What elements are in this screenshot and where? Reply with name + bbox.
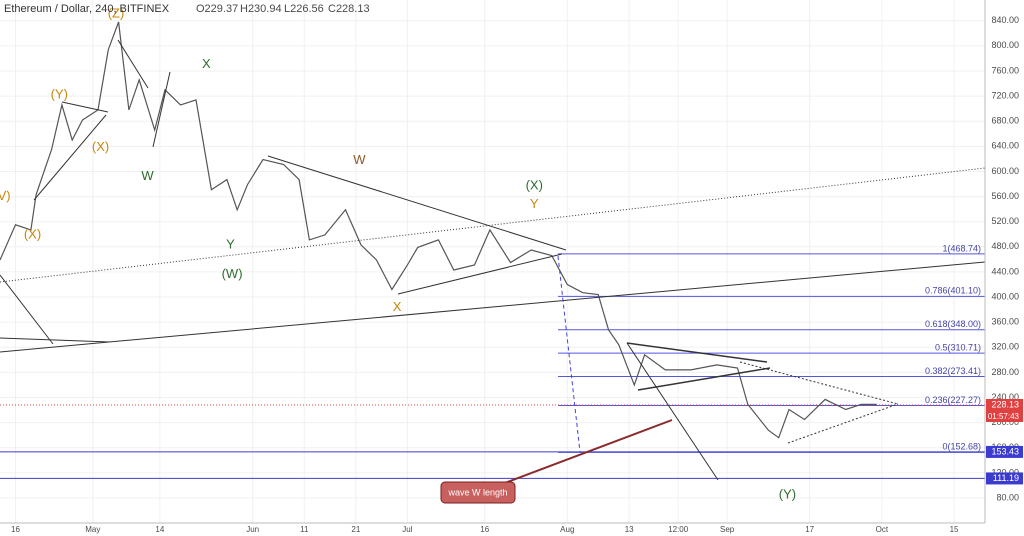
wave-label: V) (0, 188, 11, 203)
y-tick-label: 280.00 (991, 367, 1019, 377)
trendline (626, 342, 719, 481)
countdown: 01:57:43 (988, 412, 1020, 421)
callout: wave W length (440, 481, 516, 504)
x-tick-label: Oct (876, 525, 889, 534)
y-tick-label: 600.00 (991, 166, 1019, 176)
trendline (117, 39, 149, 89)
trendline (637, 367, 771, 391)
trendline (152, 71, 171, 148)
x-tick-label: May (85, 525, 100, 534)
wave-label: X (393, 299, 402, 314)
y-tick-label: 720.00 (991, 90, 1019, 100)
wave-label: W (353, 152, 366, 167)
fib-label: 0.382(273.41) (925, 366, 981, 376)
header: Ethereum / Dollar, 240, BITFINEX O229.37… (4, 3, 370, 15)
callout-box (440, 481, 516, 504)
callout-pointer (504, 419, 673, 484)
fib-label: 0.786(401.10) (925, 286, 981, 296)
wave-label: (Y) (779, 486, 796, 501)
x-tick-label: 15 (950, 525, 959, 534)
measure-line (557, 255, 581, 453)
callout-text: wave W length (447, 487, 507, 497)
y-tick-label: 320.00 (991, 342, 1019, 352)
price-tag (986, 398, 1023, 411)
trendline (397, 253, 563, 295)
x-tick-label: 16 (480, 525, 489, 534)
price-line-series (0, 21, 877, 439)
y-tick-label: 680.00 (991, 116, 1019, 126)
trendline (0, 167, 986, 283)
price-tag-label: 228.13 (991, 399, 1019, 409)
ohlc-open: O229.37 (196, 3, 238, 15)
fib-label: 0.618(348.00) (925, 319, 981, 329)
drawings (0, 39, 986, 484)
price-tag (986, 445, 1023, 458)
wave-label: W (141, 168, 154, 183)
trendline (0, 274, 54, 345)
ohlc-low: L226.56 (284, 3, 324, 15)
trendline (0, 337, 111, 343)
trendline (739, 361, 899, 405)
x-tick-label: 14 (155, 525, 164, 534)
x-tick-label: 11 (300, 525, 309, 534)
x-tick-label: 13 (625, 525, 634, 534)
y-tick-label: 440.00 (991, 266, 1019, 276)
trendline (61, 101, 109, 113)
trendline (0, 261, 986, 353)
countdown-tag (986, 410, 1023, 422)
y-tick-label: 560.00 (991, 191, 1019, 201)
x-tick-label: 16 (11, 525, 20, 534)
trendline (33, 114, 107, 201)
y-tick-label: 800.00 (991, 40, 1019, 50)
fib-label: 1(468.74) (942, 243, 981, 253)
wave-label: Y (530, 196, 539, 211)
plot-area: 1(468.74) 0.786(401.10) 0.618(348.00) 0.5(3… (0, 0, 985, 523)
axes: 840.00 800.00 760.00 720.00 680.00 640.00 600.… (11, 15, 1023, 534)
y-tick-label: 480.00 (991, 241, 1019, 251)
x-tick-label: 21 (351, 525, 360, 534)
wave-label: (Z) (108, 5, 125, 20)
y-tick-label: 120.00 (991, 467, 1019, 477)
fib-label: 0(152.68) (942, 442, 981, 452)
y-tick-label: 760.00 (991, 65, 1019, 75)
wave-label: (X) (526, 177, 543, 192)
wave-label: X (202, 56, 211, 71)
wave-label: (W) (222, 266, 243, 281)
x-tick-label: Jul (402, 525, 412, 534)
wave-label: (Y) (51, 86, 68, 101)
price-tag-label: 111.19 (993, 473, 1019, 483)
y-tick-label: 360.00 (991, 317, 1019, 327)
x-tick-label: 12:00 (668, 525, 689, 534)
y-tick-label: 520.00 (991, 216, 1019, 226)
x-tick-label: 17 (805, 525, 814, 534)
y-tick-label: 200.00 (991, 417, 1019, 427)
wave-label: (X) (92, 139, 109, 154)
fib-label: 0.5(310.71) (935, 343, 981, 353)
symbol-title: Ethereum / Dollar, 240, BITFINEX (4, 3, 170, 15)
x-tick-label: Aug (560, 525, 574, 534)
ohlc-close: C228.13 (328, 3, 370, 15)
wave-label: (X) (24, 226, 41, 241)
fib-label: 0.236(227.27) (925, 395, 981, 405)
y-tick-label: 400.00 (991, 291, 1019, 301)
trendline (787, 403, 899, 444)
ohlc-high: H230.94 (240, 3, 282, 15)
y-tick-label: 240.00 (991, 392, 1019, 402)
x-tick-label: Sep (720, 525, 735, 534)
y-tick-label: 840.00 (991, 15, 1019, 25)
y-tick-label: 640.00 (991, 141, 1019, 151)
wave-label: Y (226, 236, 235, 251)
trendline (267, 155, 567, 251)
y-tick-label: 80.00 (996, 492, 1019, 502)
price-tag (986, 472, 1023, 485)
x-tick-label: Jun (246, 525, 259, 534)
price-tag-label: 153.43 (991, 446, 1019, 456)
trendline (626, 342, 768, 363)
